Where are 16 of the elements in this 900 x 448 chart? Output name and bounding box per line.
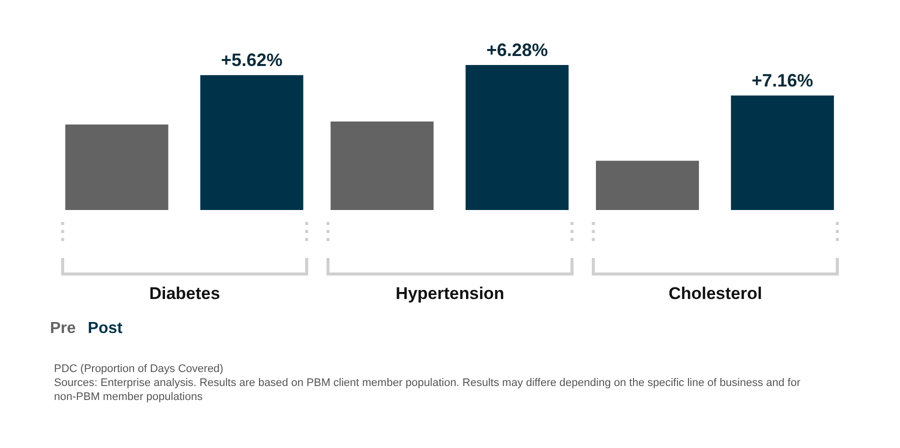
text: Pre (50, 320, 76, 338)
bar (330, 122, 434, 210)
x-tick-label: Hypertension (396, 284, 504, 303)
bar (65, 124, 168, 210)
x-tick-label: Diabetes (149, 284, 220, 303)
bar (596, 160, 699, 210)
text: PDC (Proportion of Days Covered) (54, 362, 224, 376)
source-note: Sources: Enterprise analysis. Results are based on PBM client member population. Results may differe depending on the specific line of business and for non-PBM member populations (54, 376, 802, 404)
annotation: +5.62% (220, 50, 283, 70)
bar (466, 65, 569, 210)
text: +6.28% (486, 40, 548, 60)
annotation: +7.16% (752, 70, 814, 90)
x-tick-label: Cholesterol (668, 284, 762, 303)
bar (730, 95, 834, 210)
bar (200, 75, 304, 210)
text: Post (88, 320, 122, 338)
